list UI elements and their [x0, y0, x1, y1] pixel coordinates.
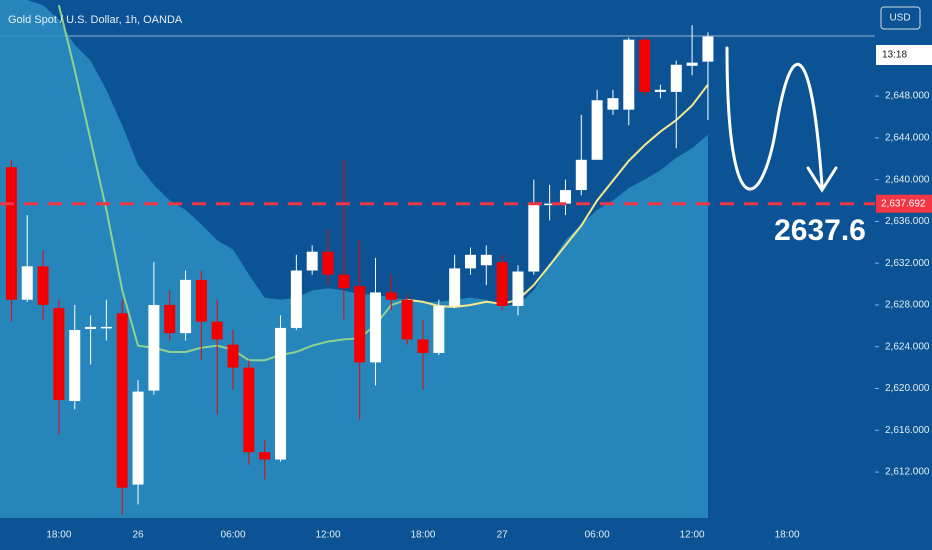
candle-body: [449, 268, 461, 306]
candle-body: [464, 254, 476, 269]
candle-body: [607, 98, 619, 110]
x-axis-bg: [0, 518, 932, 550]
moving-average: [407, 83, 709, 309]
y-tick-label: 2,632.000: [885, 258, 930, 269]
candle-body: [417, 339, 429, 353]
x-tick-label: 06:00: [221, 530, 246, 541]
candle-body: [559, 190, 571, 204]
hline-label: 2,637.692: [881, 198, 926, 209]
candle-body: [338, 274, 350, 289]
candle-body: [243, 367, 255, 453]
candle-body: [164, 304, 176, 334]
candle-body: [575, 159, 587, 191]
candle-body: [686, 62, 698, 66]
y-tick-label: 2,612.000: [885, 467, 930, 478]
y-tick-label: 2,644.000: [885, 132, 930, 143]
candle-body: [5, 167, 17, 300]
candle-body: [211, 321, 223, 340]
candle-body: [100, 326, 112, 329]
candle-body: [670, 64, 682, 92]
y-tick-label: 2,628.000: [885, 300, 930, 311]
y-tick-label: 2,616.000: [885, 425, 930, 436]
countdown: 13:18: [882, 50, 907, 61]
candle-body: [322, 251, 334, 275]
chart-title: Gold Spot / U.S. Dollar, 1h, OANDA: [8, 14, 183, 26]
x-tick-label: 18:00: [46, 530, 71, 541]
candle-body: [227, 344, 239, 368]
candle-body: [370, 292, 382, 363]
x-tick-label: 12:00: [315, 530, 340, 541]
currency-button[interactable]: [880, 6, 921, 30]
candle-body: [544, 203, 556, 206]
candle-body: [433, 305, 445, 353]
candle-body: [480, 254, 492, 266]
y-tick-label: 2,620.000: [885, 383, 930, 394]
candle-body: [512, 271, 524, 306]
candle-body: [21, 266, 33, 300]
candle-body: [528, 204, 540, 272]
hline-label-box: [876, 194, 932, 213]
candle-body: [275, 327, 287, 460]
candle-body: [195, 279, 207, 322]
candle-body: [85, 326, 97, 329]
candle-body: [702, 36, 714, 62]
x-tick-label: 27: [497, 530, 509, 541]
candle-body: [639, 39, 651, 92]
candle-body: [132, 391, 144, 485]
candle-body: [180, 279, 192, 334]
candle-body: [37, 266, 49, 305]
x-tick-label: 06:00: [585, 530, 610, 541]
y-tick-label: 2,636.000: [885, 216, 930, 227]
candle-body: [623, 39, 635, 110]
x-tick-label: 18:00: [410, 530, 435, 541]
countdown-box: [876, 45, 932, 65]
candle-body: [290, 270, 302, 328]
candle-body: [259, 452, 271, 460]
y-tick-label: 2,640.000: [885, 174, 930, 185]
candle-body: [53, 308, 65, 400]
y-tick-label: 2,648.000: [885, 91, 930, 102]
candle-body: [654, 89, 666, 92]
drawn-arrow: [725, 46, 838, 193]
y-tick-label: 2,624.000: [885, 341, 930, 352]
annotation: 2637.6: [774, 214, 866, 247]
candle-body: [69, 330, 81, 402]
x-tick-label: 26: [132, 530, 144, 541]
candle-body: [116, 313, 128, 488]
candle-body: [496, 262, 508, 306]
candle-body: [385, 292, 397, 300]
candle-body: [401, 299, 413, 340]
candle-body: [306, 251, 318, 271]
x-tick-label: 12:00: [680, 530, 705, 541]
candle-body: [591, 100, 603, 160]
band-area: [0, 0, 708, 518]
candle-body: [354, 286, 366, 363]
currency[interactable]: USD: [889, 13, 910, 24]
candle-body: [148, 304, 160, 391]
x-tick-label: 18:00: [775, 530, 800, 541]
